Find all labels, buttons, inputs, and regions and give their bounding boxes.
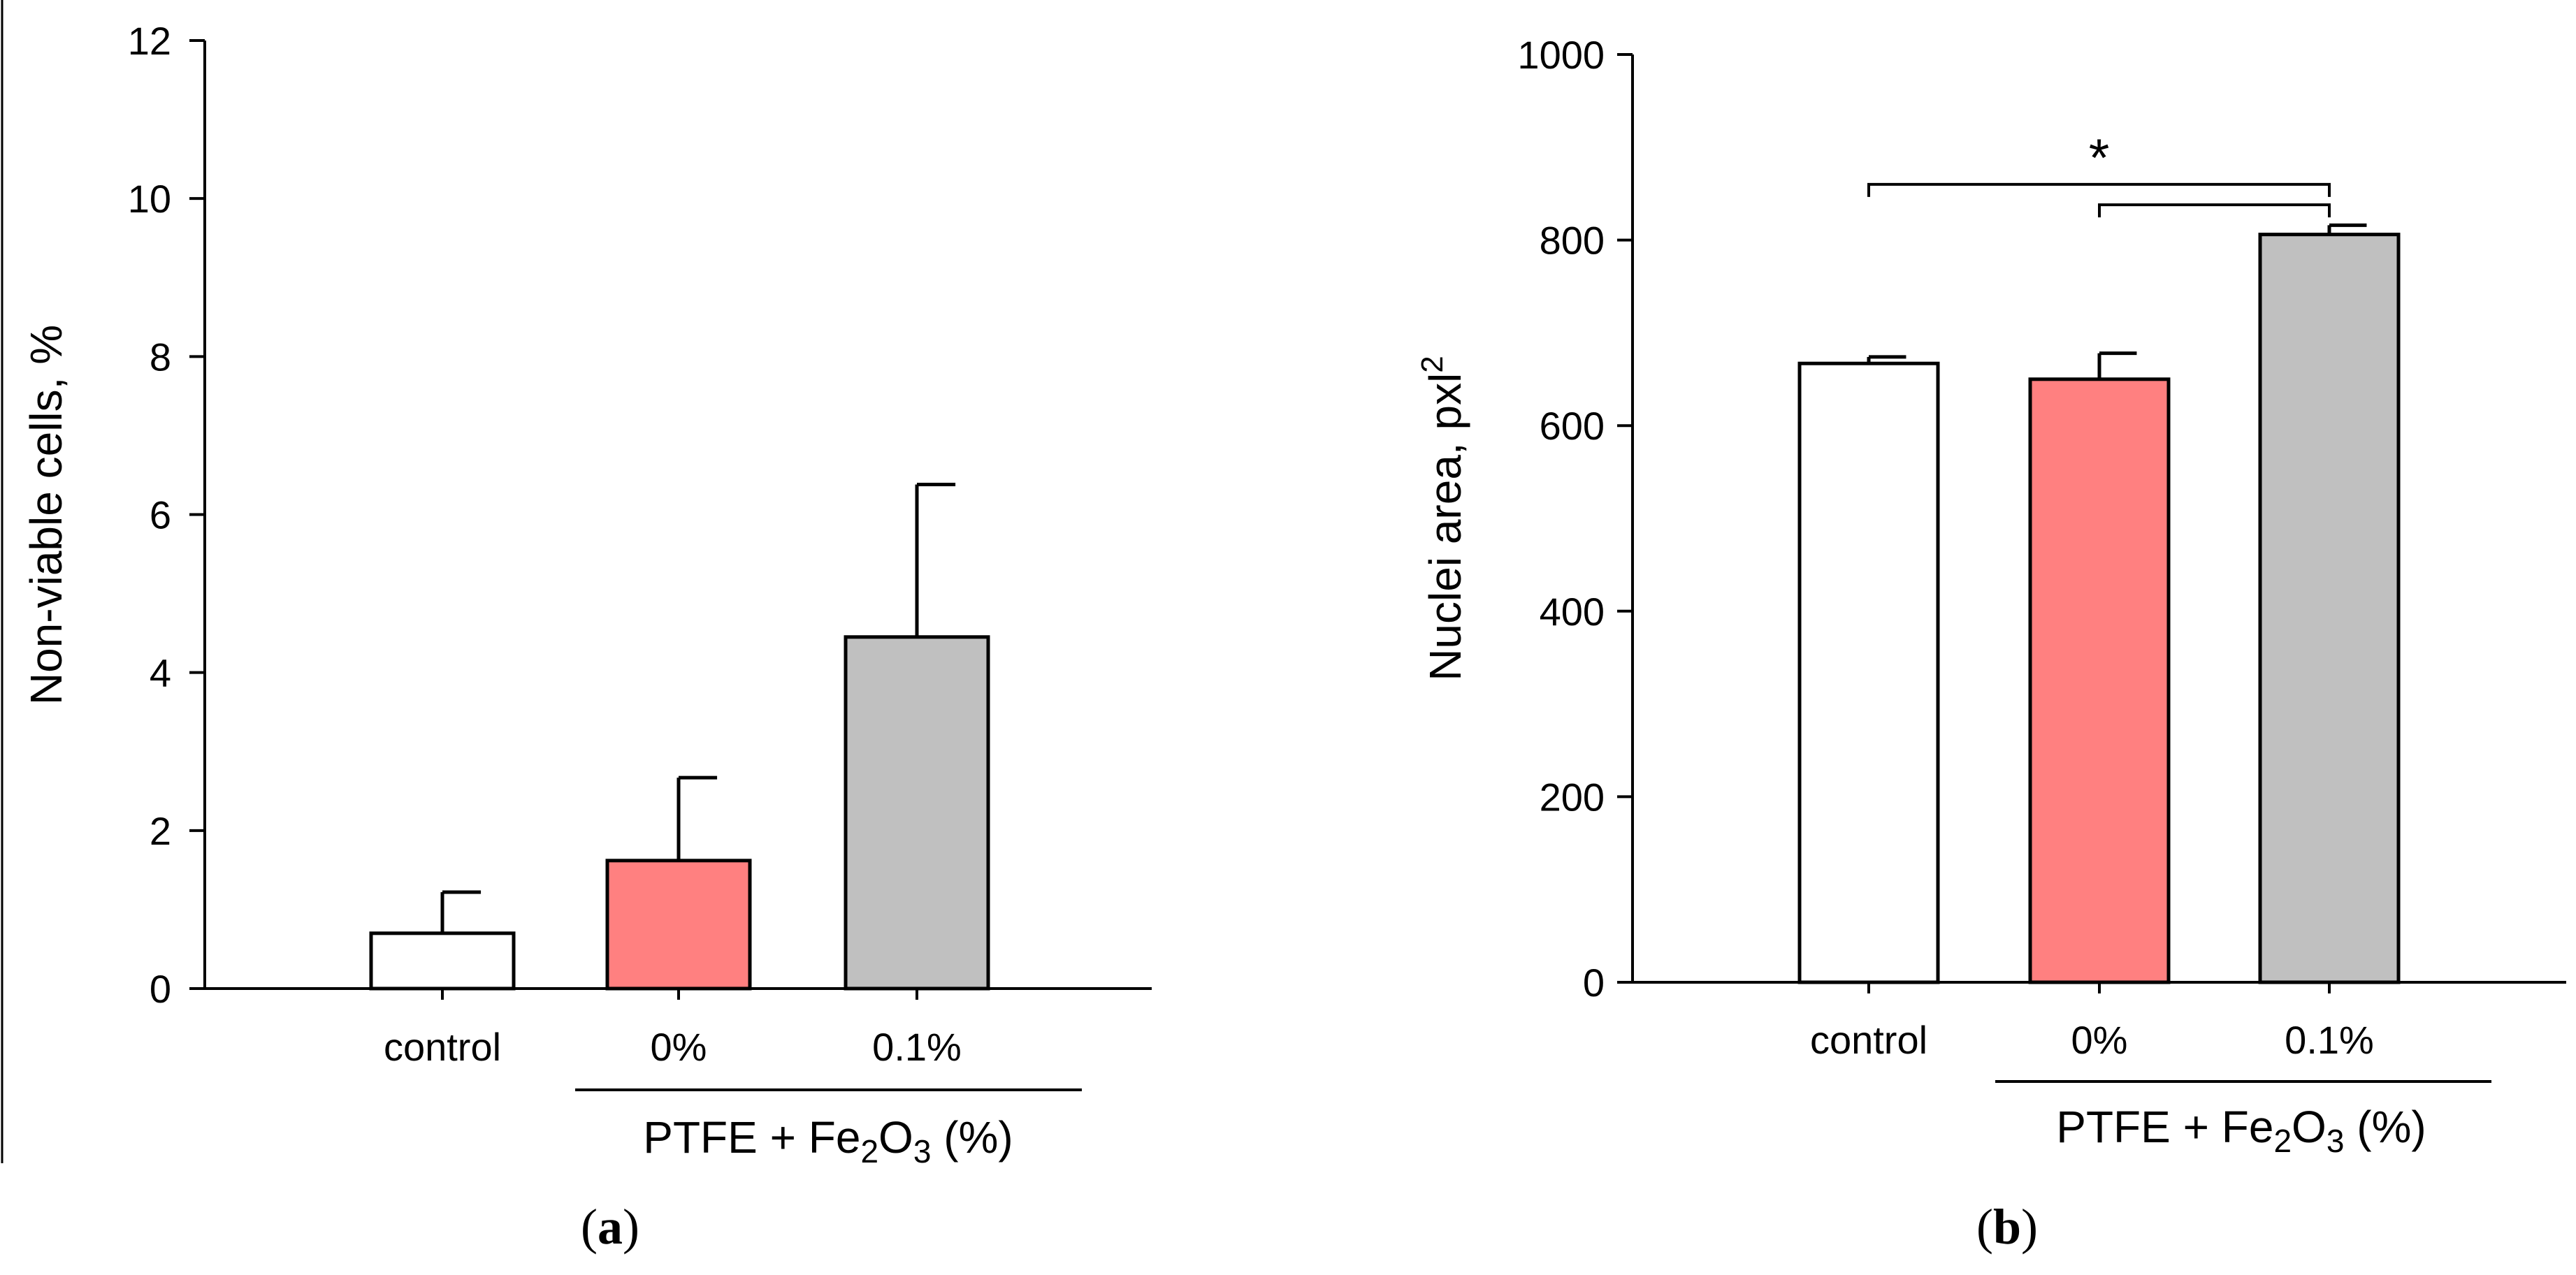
y-tick-label: 200 <box>1540 775 1605 819</box>
group-label-prefix: PTFE + Fe <box>2056 1102 2273 1152</box>
bar-0 <box>1797 361 1940 984</box>
x-tick-label: control <box>1810 1018 1927 1062</box>
group-label-prefix: PTFE + Fe <box>643 1112 860 1163</box>
group-label-subscript: 2 <box>860 1133 878 1170</box>
panel-a-letter: a <box>598 1199 623 1255</box>
bar-2 <box>2258 233 2401 984</box>
y-tick-label: 400 <box>1540 590 1605 634</box>
significance-bracket <box>1867 182 2331 197</box>
x-tick-label: 0% <box>2071 1018 2128 1062</box>
bar-2 <box>844 635 990 991</box>
y-tick-label: 6 <box>150 493 171 537</box>
y-tick-label: 0 <box>150 967 171 1011</box>
group-label-mid: O <box>2292 1102 2327 1152</box>
bar-1 <box>2028 377 2171 984</box>
y-tick-label: 800 <box>1540 219 1605 263</box>
y-tick-label: 12 <box>128 19 171 63</box>
bar-1 <box>605 859 752 991</box>
y-tick-label: 2 <box>150 809 171 853</box>
y-axis-label: Nuclei area, pxl2 <box>1415 356 1470 681</box>
group-label-subscript: 3 <box>913 1133 932 1170</box>
y-tick-label: 4 <box>150 651 171 695</box>
group-label-suffix: (%) <box>2344 1102 2426 1152</box>
significance-bracket <box>2098 203 2331 218</box>
x-tick-label: 0.1% <box>2285 1018 2374 1062</box>
panel-a-caption: (a) <box>581 1199 639 1255</box>
y-axis-label-text: Nuclei area, pxl <box>1420 373 1470 681</box>
panel-b-letter: b <box>1993 1199 2021 1255</box>
y-tick-label: 8 <box>150 335 171 379</box>
y-tick-label: 0 <box>1583 961 1605 1005</box>
group-label-suffix: (%) <box>931 1112 1013 1163</box>
panel-a-chart: 0 2 4 6 8 10 12 Non-viable cells, % control 0% 0.1… <box>21 19 1152 1170</box>
group-label-subscript: 2 <box>2273 1123 2292 1159</box>
x-tick-label: 0.1% <box>872 1025 962 1069</box>
x-tick-label: 0% <box>651 1025 707 1069</box>
group-label: PTFE + Fe2O3 (%) <box>643 1112 1013 1170</box>
group-label-mid: O <box>878 1112 913 1163</box>
y-axis-label-text: Non-viable cells, % <box>21 325 71 705</box>
group-label-subscript: 3 <box>2327 1123 2345 1159</box>
group-label: PTFE + Fe2O3 (%) <box>2056 1102 2426 1159</box>
x-tick-label: control <box>384 1025 501 1069</box>
y-tick-label: 10 <box>128 177 171 221</box>
y-tick-label: 1000 <box>1517 33 1605 77</box>
significance-marker: * <box>2089 129 2110 188</box>
bar-0 <box>369 931 516 991</box>
y-axis-label-superscript: 2 <box>1415 356 1449 372</box>
panel-b-caption: (b) <box>1976 1199 2038 1255</box>
y-axis-label: Non-viable cells, % <box>21 325 71 705</box>
y-tick-label: 600 <box>1540 404 1605 448</box>
